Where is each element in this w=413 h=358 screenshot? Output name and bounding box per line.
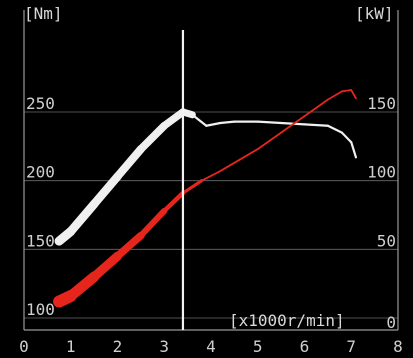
power-series-segment bbox=[256, 131, 283, 150]
x-tick-label: 7 bbox=[346, 337, 356, 356]
grid bbox=[23, 10, 399, 331]
torque-series-segment bbox=[160, 108, 187, 130]
tick-labels: 0 1 2 3 4 5 6 7 8 100 150 200 250 0 50 100 150 bbox=[19, 94, 403, 356]
torque-series-segment bbox=[326, 124, 343, 134]
power-series-segment bbox=[238, 148, 259, 161]
torque-series-segment bbox=[179, 108, 196, 119]
power-series-segment bbox=[200, 170, 222, 182]
torque-series-segment bbox=[191, 113, 208, 127]
x-tick-label: 2 bbox=[113, 337, 123, 356]
torque-series-segment bbox=[340, 131, 353, 144]
left-axis-unit: [Nm] bbox=[24, 4, 63, 23]
torque-series-segment bbox=[205, 121, 222, 127]
x-tick-label: 6 bbox=[300, 337, 310, 356]
x-tick-label: 3 bbox=[159, 337, 169, 356]
torque-series-segment bbox=[66, 199, 99, 236]
torque-series-segment bbox=[137, 121, 169, 153]
y-right-tick-label: 150 bbox=[367, 94, 396, 113]
power-series-segment bbox=[303, 98, 329, 118]
y-right-tick-label: 100 bbox=[367, 163, 396, 182]
torque-series-segment bbox=[89, 172, 122, 209]
power-series-segment bbox=[113, 231, 145, 260]
series-layer bbox=[53, 30, 358, 330]
y-left-tick-label: 100 bbox=[26, 300, 55, 319]
power-series-segment bbox=[161, 190, 186, 214]
y-left-tick-label: 150 bbox=[26, 231, 55, 250]
torque-series-segment bbox=[256, 120, 283, 125]
power-series-segment bbox=[280, 115, 306, 134]
power-series-segment bbox=[350, 89, 357, 100]
y-right-tick-label: 50 bbox=[377, 231, 396, 250]
y-left-tick-label: 200 bbox=[26, 163, 55, 182]
x-tick-label: 1 bbox=[66, 337, 76, 356]
torque-series-segment bbox=[350, 141, 358, 159]
y-right-tick-label: 0 bbox=[386, 313, 396, 332]
torque-series-segment bbox=[113, 145, 145, 181]
right-axis-unit: [kW] bbox=[355, 4, 394, 23]
power-series-segment bbox=[181, 179, 204, 195]
x-axis-label: [x1000r/min] bbox=[229, 311, 345, 330]
power-series-segment bbox=[65, 271, 100, 302]
x-tick-label: 0 bbox=[19, 337, 29, 356]
torque-series-segment bbox=[219, 120, 236, 125]
torque-series-segment bbox=[303, 123, 329, 127]
x-tick-label: 5 bbox=[253, 337, 263, 356]
power-series-segment bbox=[219, 159, 240, 172]
power-series-segment bbox=[326, 90, 343, 101]
y-left-tick-label: 250 bbox=[26, 94, 55, 113]
x-tick-label: 8 bbox=[393, 337, 403, 356]
power-series-segment bbox=[340, 89, 353, 93]
x-tick-label: 4 bbox=[206, 337, 216, 356]
power-series-segment bbox=[89, 251, 123, 282]
power-series-segment bbox=[137, 207, 168, 239]
